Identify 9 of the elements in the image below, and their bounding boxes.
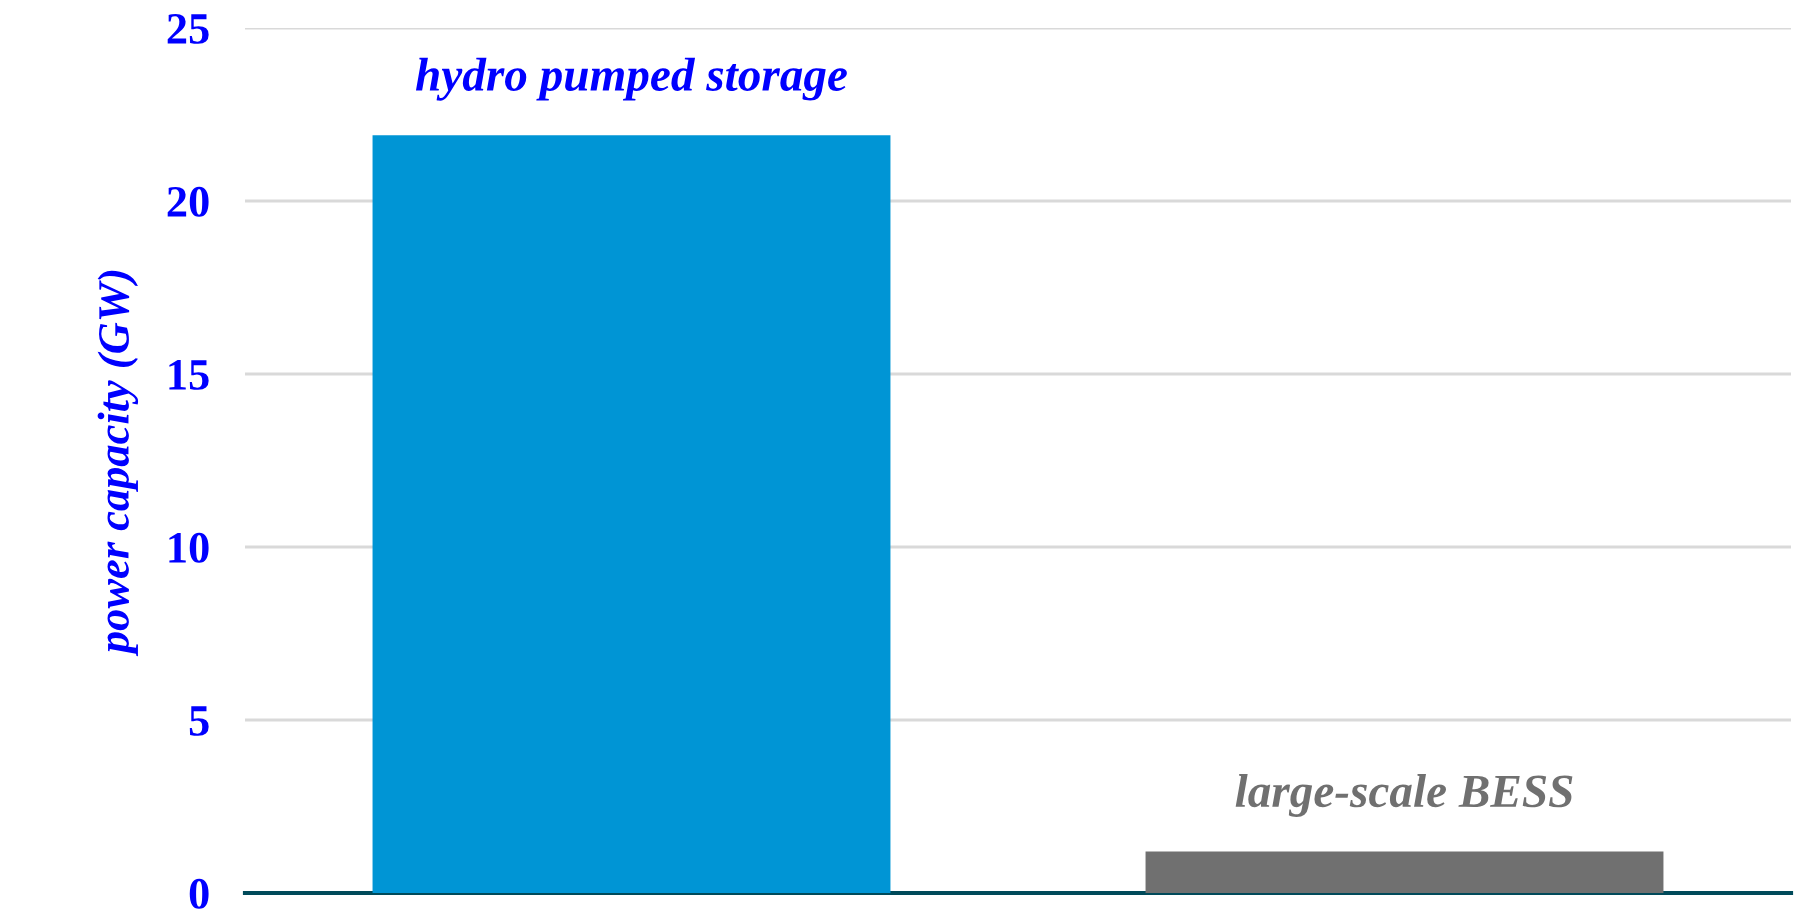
y-tick-label: 5 xyxy=(189,706,209,736)
y-tick-label: 20 xyxy=(167,186,209,217)
x-tick-label: large-scale BESS xyxy=(1235,774,1573,817)
y-axis-title: power capacity (GW) xyxy=(97,270,139,657)
y-tick-label: 15 xyxy=(169,360,209,390)
x-tick-label: hydro pumped storage xyxy=(415,57,847,101)
y-tick-label: 25 xyxy=(167,13,209,44)
y-tick-label: 0 xyxy=(189,878,209,909)
y-tick-label: 10 xyxy=(169,532,209,563)
